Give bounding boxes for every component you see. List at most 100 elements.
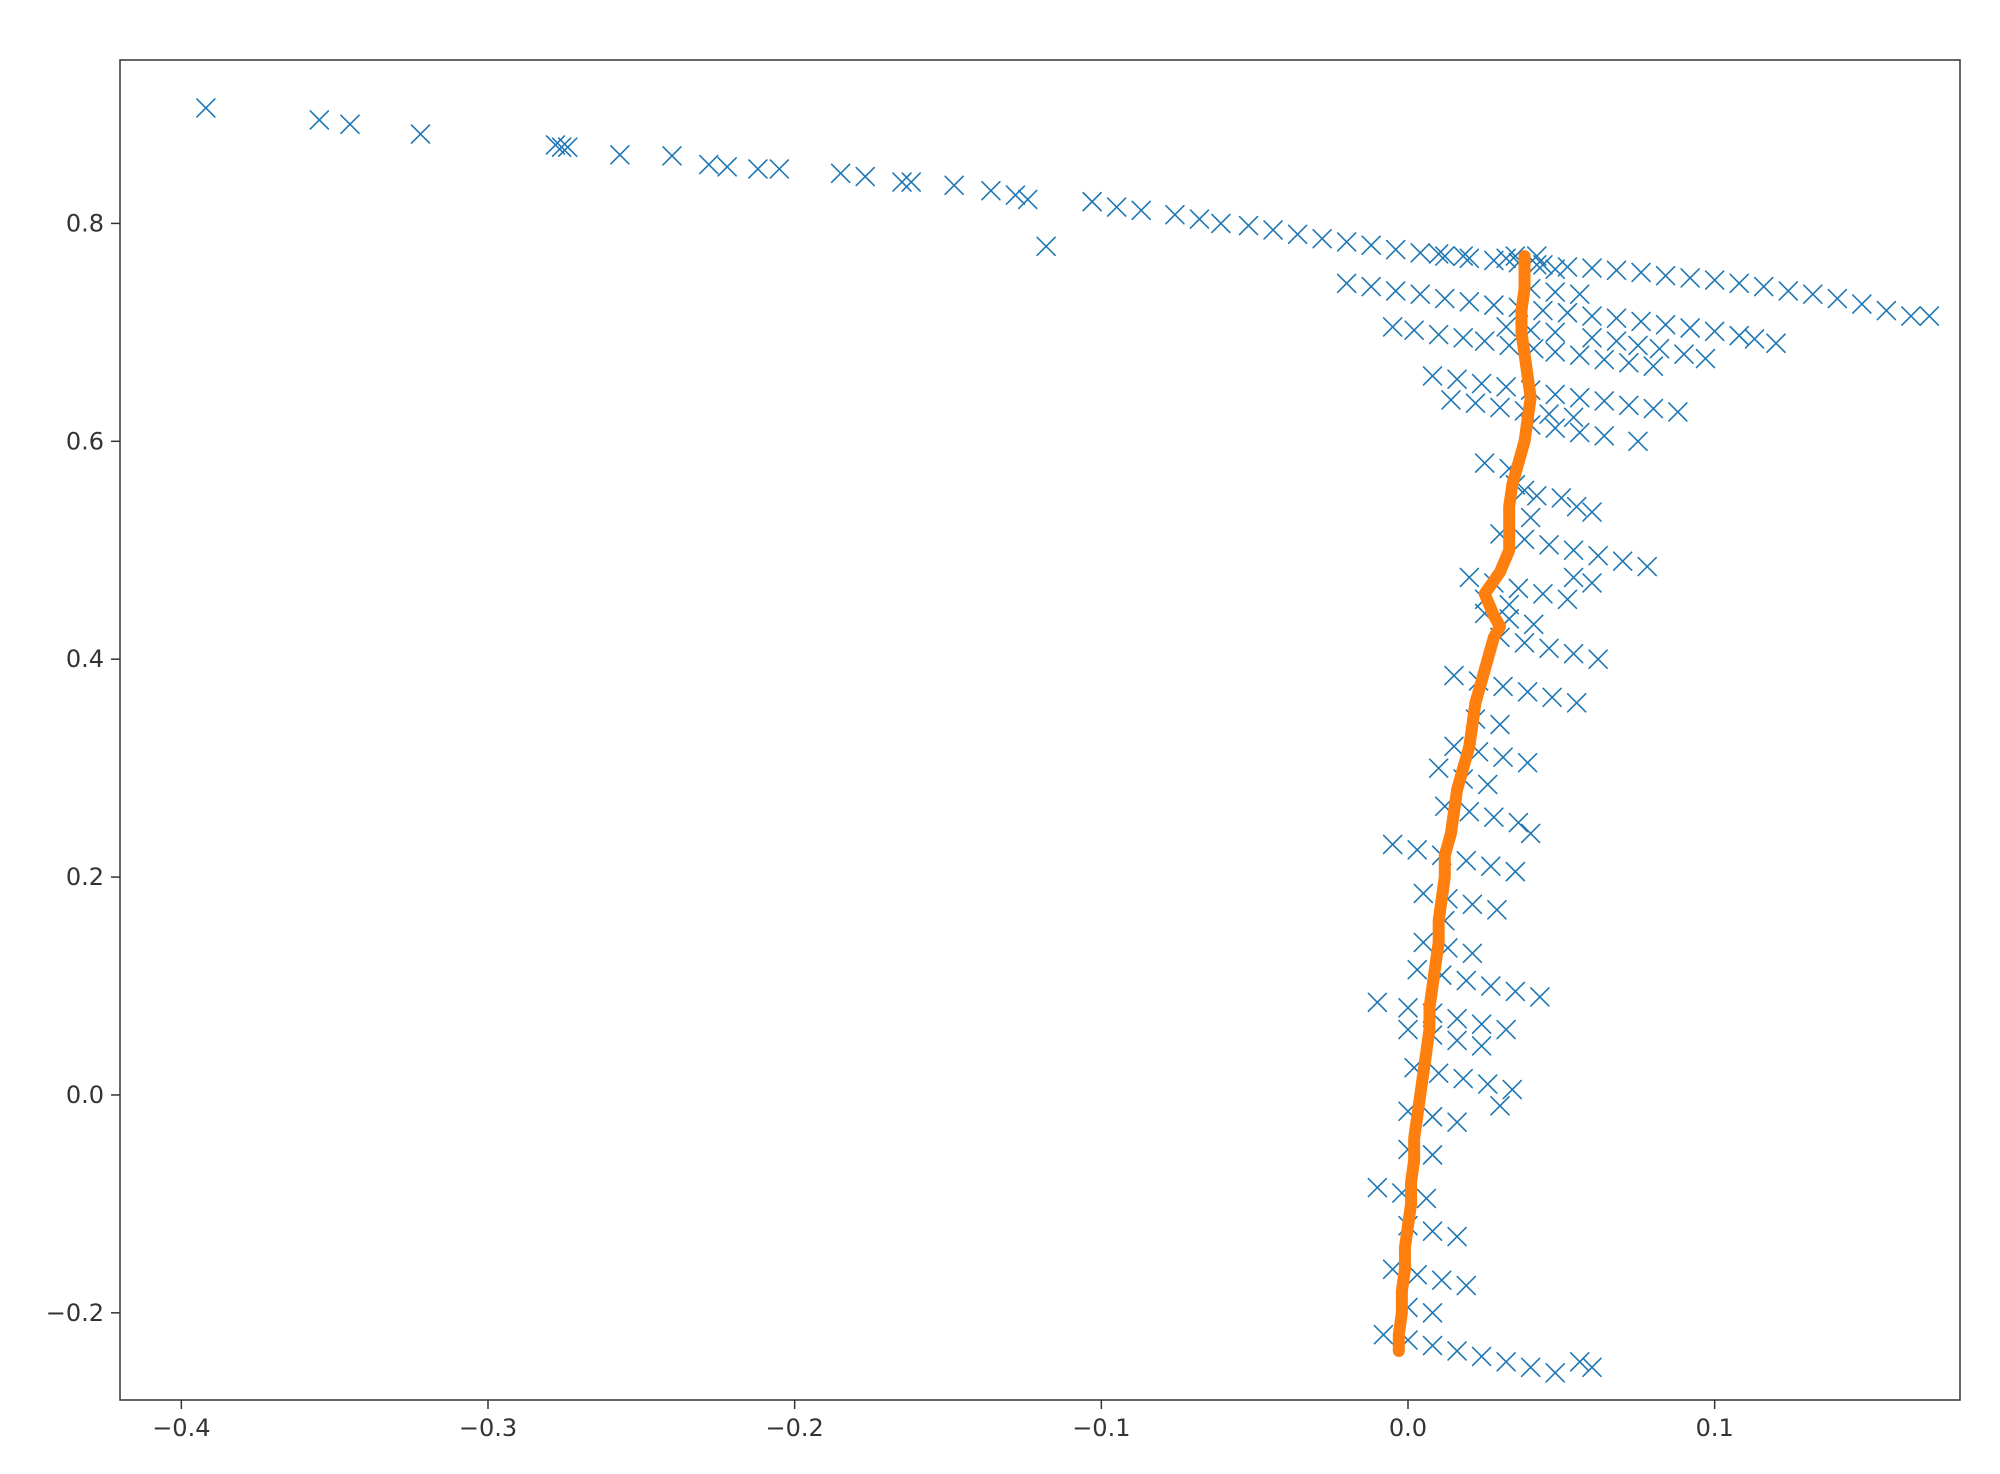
scatter-marker [1264,221,1282,239]
scatter-marker [1433,1271,1451,1289]
scatter-marker [1516,634,1534,652]
scatter-marker [1166,206,1184,224]
y-tick-label: −0.2 [46,1299,104,1327]
scatter-marker [1497,1353,1515,1371]
scatter-marker [1454,329,1472,347]
scatter-marker [1669,403,1687,421]
scatter-marker [1473,1347,1491,1365]
y-tick-label: 0.2 [66,863,104,891]
scatter-marker [1424,1304,1442,1322]
scatter-marker [546,136,564,154]
scatter-marker [1448,370,1466,388]
scatter-marker [1755,278,1773,296]
scatter-marker [1583,574,1601,592]
x-tick-label: −0.2 [766,1414,824,1442]
x-tick-label: −0.4 [152,1414,210,1442]
y-tick-label: 0.6 [66,427,104,455]
scatter-marker [1497,318,1515,336]
scatter-marker [1546,283,1564,301]
scatter-marker [1384,318,1402,336]
scatter-marker [1497,1021,1515,1039]
scatter-marker [1696,350,1714,368]
scatter-marker [1534,302,1552,320]
scatter-marker [718,158,736,176]
scatter-marker [1583,259,1601,277]
scatter-marker [1037,237,1055,255]
scatter-marker [1629,432,1647,450]
scatter-marker [1313,230,1331,248]
scatter-marker [1473,375,1491,393]
scatter-marker [1491,399,1509,417]
scatter-marker [1608,309,1626,327]
scatter-marker [1644,357,1662,375]
scatter-marker [1583,503,1601,521]
scatter-marker [1454,247,1472,265]
scatter-marker [412,125,430,143]
scatter-marker [1457,1277,1475,1295]
scatter-marker [1408,961,1426,979]
scatter-marker [1485,296,1503,314]
scatter-marker [1779,282,1797,300]
scatter-marker [1644,400,1662,418]
scatter-marker [1424,1337,1442,1355]
scatter-marker [1589,650,1607,668]
scatter-marker [611,146,629,164]
scatter-marker [1338,274,1356,292]
scatter-marker [1608,261,1626,279]
scatter-marker [1509,579,1527,597]
scatter-marker [1565,568,1583,586]
scatter-marker [1657,267,1675,285]
scatter-marker [1019,190,1037,208]
scatter-marker [1546,260,1564,278]
scatter-marker [893,173,911,191]
y-tick-label: 0.8 [66,209,104,237]
scatter-marker [1534,585,1552,603]
scatter-marker [1424,1146,1442,1164]
scatter-marker [1488,901,1506,919]
scatter-marker [1466,394,1484,412]
x-tick-label: 0.0 [1389,1414,1427,1442]
scatter-marker [1408,841,1426,859]
scatter-marker [1571,346,1589,364]
scatter-marker [1460,249,1478,267]
scatter-marker [1006,186,1024,204]
scatter-marker [1595,392,1613,410]
plot-spine [120,60,1960,1400]
scatter-marker [1546,343,1564,361]
scatter-marker [1565,541,1583,559]
scatter-marker [1828,290,1846,308]
scatter-marker [1445,737,1463,755]
scatter-marker [1638,558,1656,576]
scatter-marker [1546,1364,1564,1382]
scatter-marker [1540,536,1558,554]
scatter-marker [1436,290,1454,308]
scatter-marker [1681,269,1699,287]
scatter-marker [1424,1108,1442,1126]
x-tick-label: 0.1 [1696,1414,1734,1442]
scatter-marker [1362,278,1380,296]
chart-container: −0.4−0.3−0.2−0.10.00.1−0.20.00.20.40.60.… [0,0,2000,1474]
scatter-marker [1445,667,1463,685]
scatter-marker [1632,312,1650,330]
scatter-marker [1289,225,1307,243]
scatter-marker [856,168,874,186]
scatter-marker [1522,1358,1540,1376]
y-tick-label: 0.0 [66,1081,104,1109]
scatter-marker [1476,332,1494,350]
scatter-marker [1506,982,1524,1000]
scatter-marker [1405,321,1423,339]
scatter-marker [1417,1189,1435,1207]
scatter-marker [1519,683,1537,701]
scatter-marker [1540,639,1558,657]
scatter-marker [1463,895,1481,913]
scatter-marker [1565,645,1583,663]
scatter-marker [1681,319,1699,337]
scatter-marker [310,111,328,129]
scatter-marker [1546,323,1564,341]
scatter-marker [1212,214,1230,232]
scatter-marker [1546,419,1564,437]
scatter-marker [1595,351,1613,369]
scatter-marker [1368,993,1386,1011]
scatter-marker [1448,1113,1466,1131]
scatter-marker [1583,307,1601,325]
